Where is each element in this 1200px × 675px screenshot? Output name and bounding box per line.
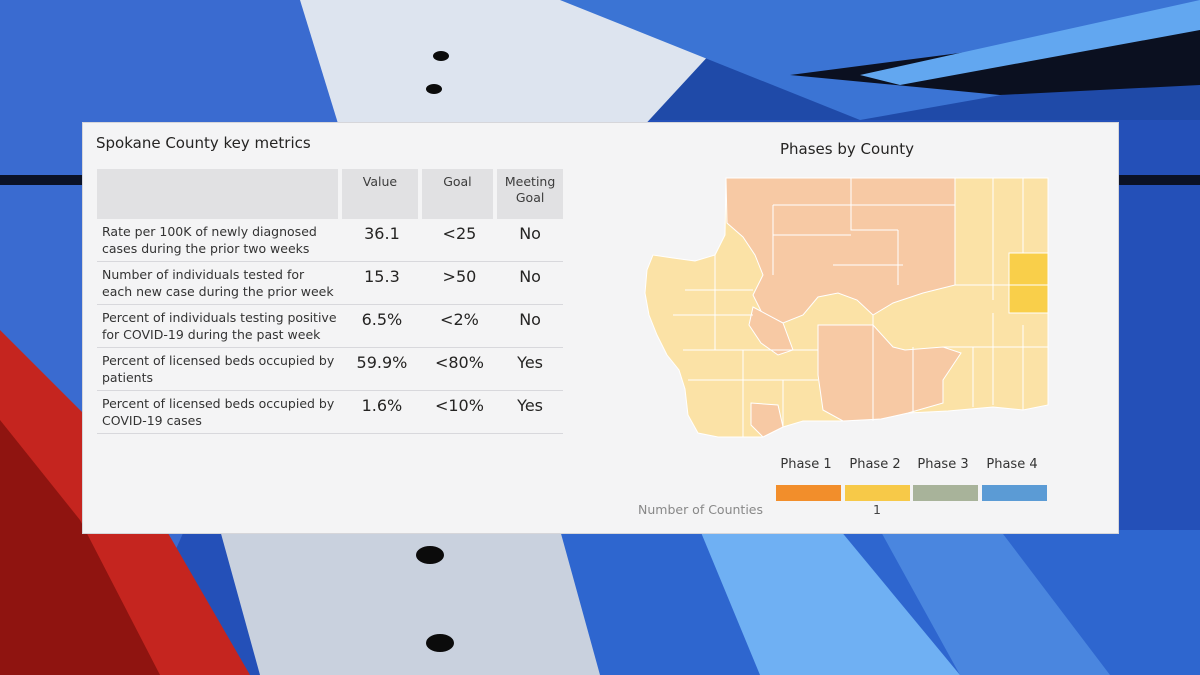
map-title: Phases by County [780,140,914,158]
metric-label: Percent of individuals testing positive … [97,305,343,348]
metric-goal: <10% [421,391,498,434]
table-row: Rate per 100K of newly diagnosed cases d… [97,219,563,262]
map-modified-south [817,324,962,422]
metric-meeting-goal: Yes [497,348,563,391]
header-value: Value [342,169,422,219]
metric-value: 6.5% [342,305,422,348]
metrics-header-row: Value Goal Meeting Goal [97,169,563,219]
counties-value: 1 [873,502,881,517]
metric-meeting-goal: No [497,262,563,305]
metric-label: Number of individuals tested for each ne… [97,262,343,305]
legend-swatch-phase-2 [845,485,910,501]
metric-value: 36.1 [342,219,422,262]
legend-label-phase-1: Phase 1 [780,457,832,472]
legend-swatch-phase-1 [776,485,841,501]
legend-swatch-phase-3 [913,485,978,501]
map-modified-small [748,306,794,356]
dashboard-panel: Spokane County key metrics Value Goal Me… [83,123,1118,533]
map-modified-sw [750,402,784,438]
metric-goal: <80% [421,348,498,391]
table-row: Number of individuals tested for each ne… [97,262,563,305]
metric-meeting-goal: No [497,305,563,348]
header-goal: Goal [421,169,498,219]
metric-value: 15.3 [342,262,422,305]
metric-goal: <2% [421,305,498,348]
metric-goal: <25 [421,219,498,262]
metric-goal: >50 [421,262,498,305]
legend-swatch-phase-4 [982,485,1047,501]
map-modified-region [725,177,956,324]
table-row: Percent of licensed beds occupied by pat… [97,348,563,391]
legend-label-phase-2: Phase 2 [849,457,901,472]
metric-value: 1.6% [342,391,422,434]
table-row: Percent of individuals testing positive … [97,305,563,348]
metric-value: 59.9% [342,348,422,391]
map-spokane-county[interactable] [1008,252,1049,314]
metric-meeting-goal: No [497,219,563,262]
county-borders [673,178,1048,437]
metric-meeting-goal: Yes [497,391,563,434]
counties-label: Number of Counties [638,502,764,517]
metric-label: Percent of licensed beds occupied by pat… [97,348,343,391]
header-metric [97,169,343,219]
table-row: Percent of licensed beds occupied by COV… [97,391,563,434]
washington-county-map[interactable] [643,175,1063,445]
metric-label: Percent of licensed beds occupied by COV… [97,391,343,434]
metrics-table: Value Goal Meeting Goal Rate per 100K of… [97,169,563,434]
metric-label: Rate per 100K of newly diagnosed cases d… [97,219,343,262]
metrics-title: Spokane County key metrics [96,134,311,152]
legend-label-phase-4: Phase 4 [986,457,1038,472]
legend-label-phase-3: Phase 3 [917,457,969,472]
header-meeting-goal: Meeting Goal [497,169,563,219]
